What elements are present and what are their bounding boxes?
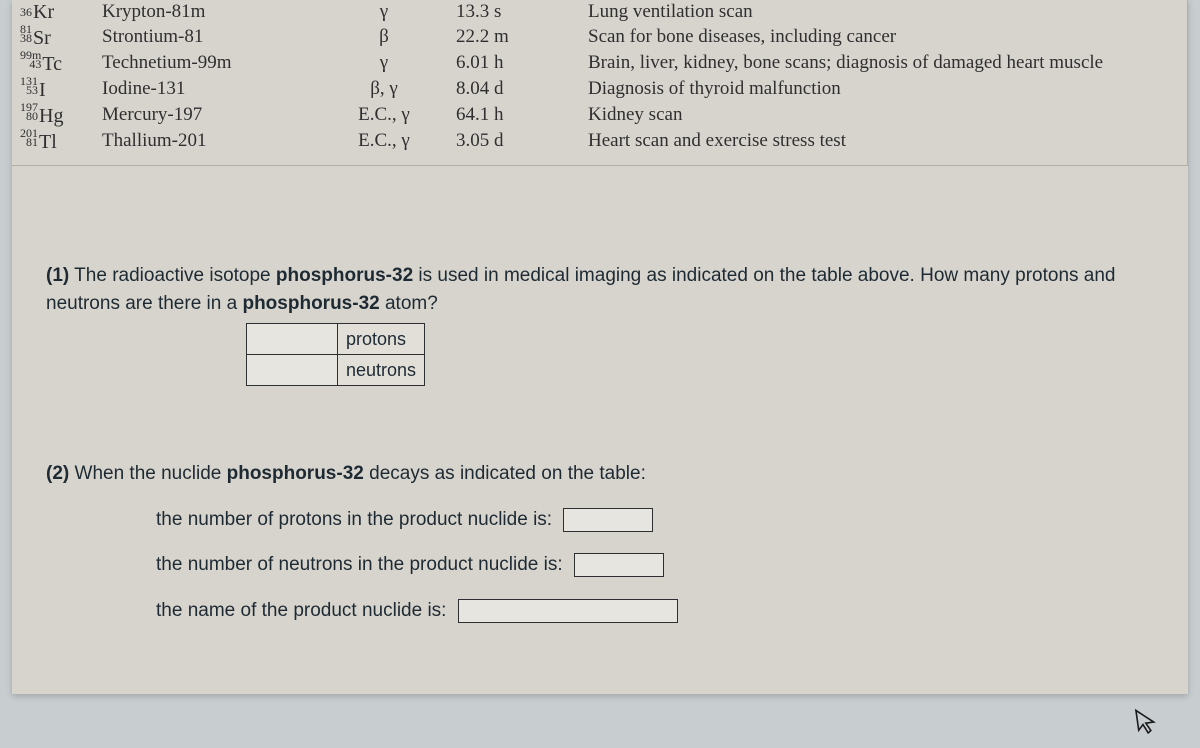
table-row: 13153IIodine-131β, γ8.04 dDiagnosis of t…: [12, 77, 1187, 103]
decay-mode: β, γ: [318, 77, 450, 103]
decay-mode: γ: [318, 0, 450, 25]
worksheet-page: 36KrKrypton-81mγ13.3 sLung ventilation s…: [12, 0, 1188, 694]
cursor-icon: [1134, 706, 1161, 744]
product-protons-input[interactable]: [563, 508, 653, 532]
table-row: 19780HgMercury-197E.C., γ64.1 hKidney sc…: [12, 103, 1187, 129]
isotope-name: Strontium-81: [96, 25, 318, 51]
half-life: 64.1 h: [450, 103, 582, 129]
protons-label: protons: [338, 324, 425, 355]
table-row: 36KrKrypton-81mγ13.3 sLung ventilation s…: [12, 0, 1187, 25]
q2-line-name: the name of the product nuclide is:: [156, 597, 1154, 625]
half-life: 8.04 d: [450, 77, 582, 103]
isotope-symbol: 20181Tl: [12, 129, 96, 155]
decay-mode: γ: [318, 51, 450, 77]
protons-input[interactable]: [247, 324, 337, 354]
medical-use: Kidney scan: [582, 103, 1187, 129]
isotope-table: 36KrKrypton-81mγ13.3 sLung ventilation s…: [12, 0, 1188, 166]
product-neutrons-input[interactable]: [574, 553, 664, 577]
neutrons-label: neutrons: [338, 355, 425, 386]
half-life: 6.01 h: [450, 51, 582, 77]
medical-use: Diagnosis of thyroid malfunction: [582, 77, 1187, 103]
q1-number: (1): [46, 265, 69, 286]
isotope-name: Mercury-197: [96, 103, 318, 129]
question-2: (2) When the nuclide phosphorus-32 decay…: [12, 442, 1188, 634]
protons-neutrons-table: protons neutrons: [246, 323, 425, 386]
decay-mode: β: [318, 25, 450, 51]
decay-mode: E.C., γ: [318, 129, 450, 155]
decay-mode: E.C., γ: [318, 103, 450, 129]
q2-line-protons: the number of protons in the product nuc…: [156, 506, 1154, 534]
isotope-name: Krypton-81m: [96, 0, 318, 25]
half-life: 13.3 s: [450, 0, 582, 25]
medical-use: Brain, liver, kidney, bone scans; diagno…: [582, 51, 1187, 77]
table-row: 8138SrStrontium-81β22.2 mScan for bone d…: [12, 25, 1187, 51]
table-row: 99m43TcTechnetium-99mγ6.01 hBrain, liver…: [12, 51, 1187, 77]
product-name-input[interactable]: [458, 599, 678, 623]
half-life: 22.2 m: [450, 25, 582, 51]
medical-use: Heart scan and exercise stress test: [582, 129, 1187, 155]
question-1: (1) The radioactive isotope phosphorus-3…: [12, 244, 1188, 396]
isotope-name: Iodine-131: [96, 77, 318, 103]
isotope-name: Thallium-201: [96, 129, 318, 155]
isotope-name: Technetium-99m: [96, 51, 318, 77]
neutrons-input[interactable]: [247, 355, 337, 385]
q2-number: (2): [46, 463, 69, 484]
table-row: 20181TlThallium-201E.C., γ3.05 dHeart sc…: [12, 129, 1187, 155]
half-life: 3.05 d: [450, 129, 582, 155]
medical-use: Lung ventilation scan: [582, 0, 1187, 25]
medical-use: Scan for bone diseases, including cancer: [582, 25, 1187, 51]
q2-line-neutrons: the number of neutrons in the product nu…: [156, 551, 1154, 579]
